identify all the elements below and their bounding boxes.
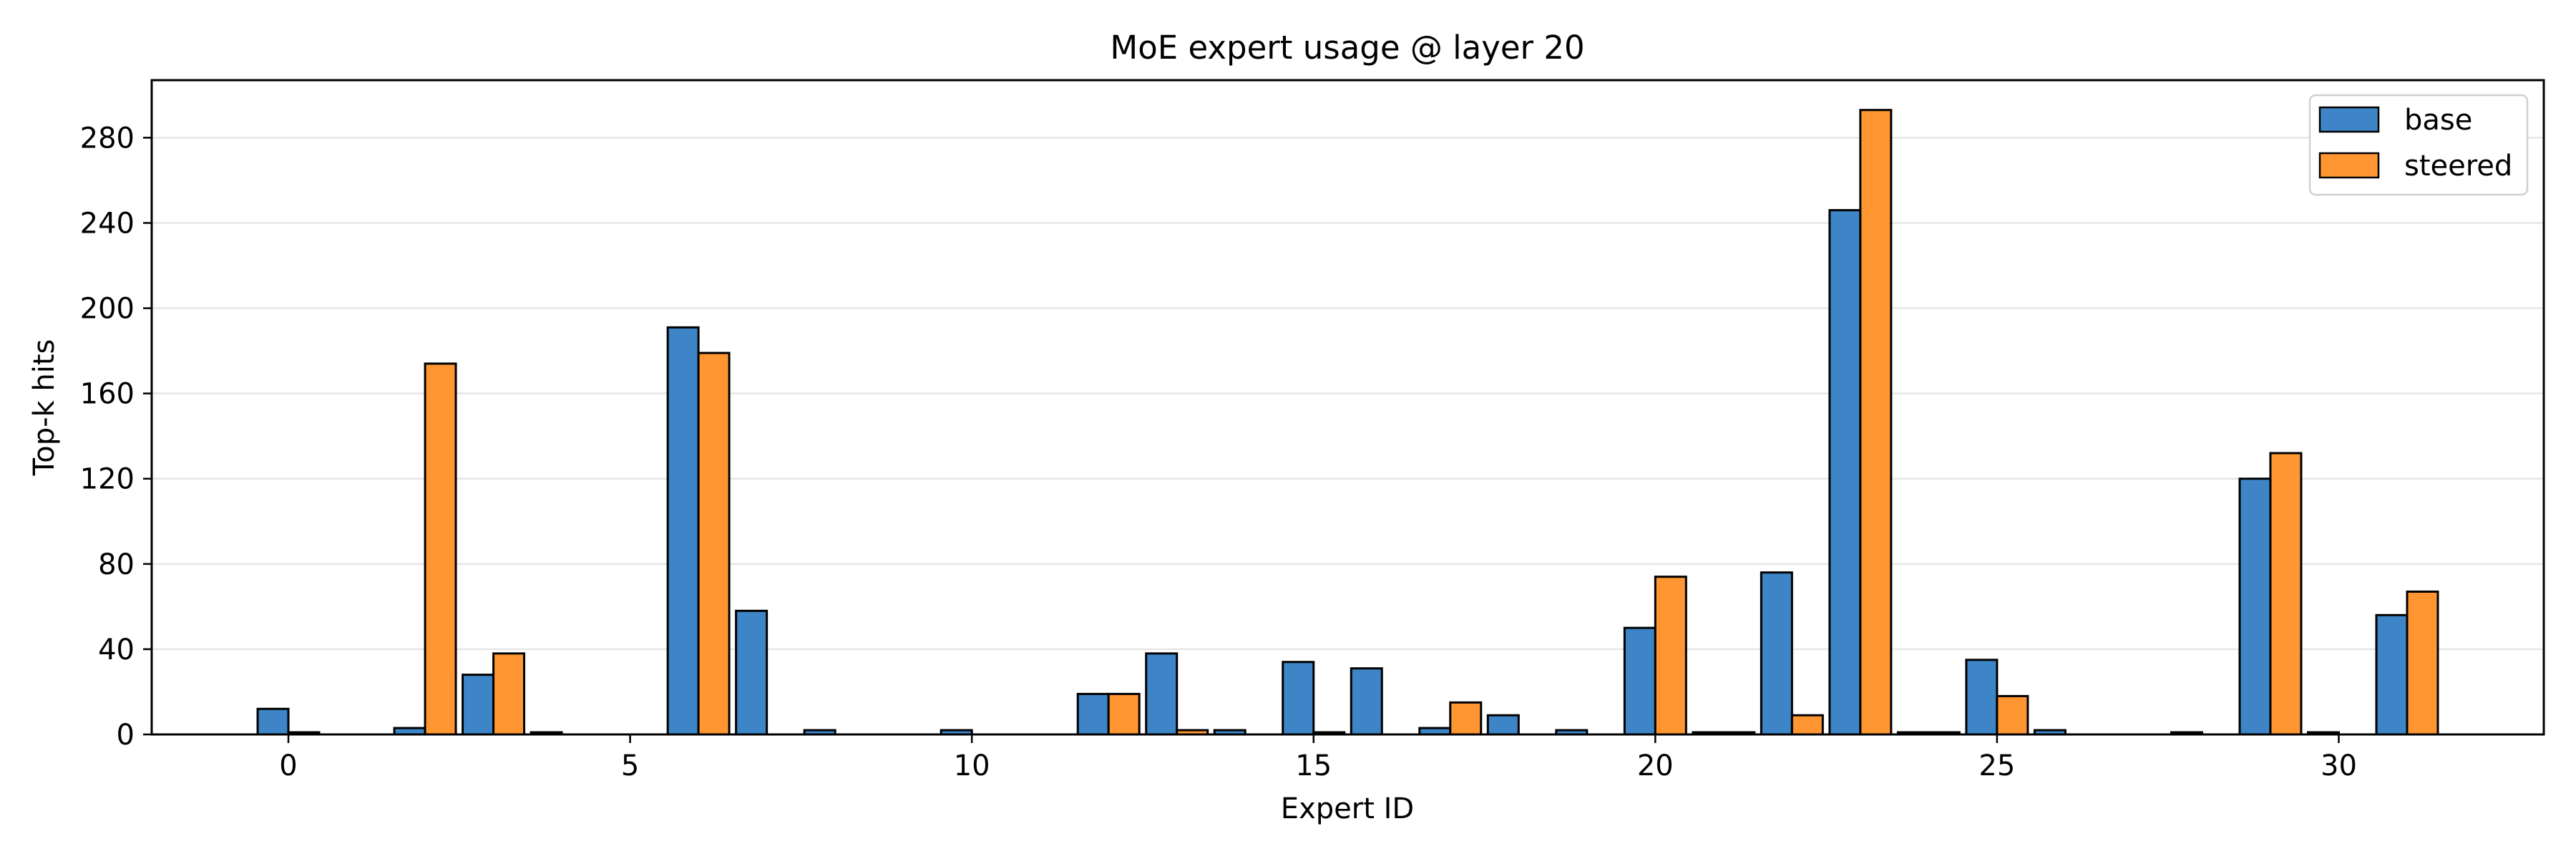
bar-base	[1828, 209, 1862, 736]
y-tick-label: 80	[98, 548, 135, 581]
bar-base	[1282, 661, 1315, 736]
bar-steered	[2406, 591, 2439, 736]
y-tick-label: 0	[117, 719, 135, 752]
bar-steered	[2269, 452, 2303, 736]
bar-base	[2238, 477, 2272, 736]
x-tick-label: 20	[1637, 749, 1674, 782]
plot-area-frame	[150, 79, 2545, 736]
bar-steered	[1449, 701, 1483, 736]
y-tick-label: 160	[80, 378, 135, 411]
y-tick-label: 40	[98, 634, 135, 666]
x-tick-label: 25	[1979, 749, 2015, 782]
bar-base	[1623, 626, 1657, 736]
bar-base	[2375, 613, 2409, 736]
bar-base	[1760, 571, 1793, 736]
bar-base	[462, 674, 495, 736]
bar-steered	[1859, 109, 1893, 736]
bar-base	[1486, 714, 1520, 736]
bar-steered	[1654, 576, 1687, 736]
bar-steered	[492, 652, 526, 736]
y-axis: 0 40 80 120 160 200 240 280	[80, 122, 152, 752]
legend-label-base: base	[2404, 104, 2472, 137]
bar-base	[1965, 659, 1999, 736]
bar-steered	[697, 351, 731, 736]
bar-steered	[424, 362, 457, 736]
bar-base	[666, 326, 700, 736]
bar-base	[735, 609, 769, 736]
x-tick-label: 10	[954, 749, 990, 782]
legend-swatch-steered	[2318, 152, 2380, 179]
y-tick-label: 280	[80, 122, 135, 155]
bar-steered	[1996, 694, 2029, 736]
bar-base	[256, 707, 290, 736]
y-tick-label: 120	[80, 463, 135, 496]
bar-steered	[1790, 714, 1824, 736]
legend-swatch-base	[2318, 106, 2380, 133]
bar-base	[1145, 652, 1179, 736]
legend: base steered	[2308, 94, 2529, 196]
y-tick-label: 200	[80, 293, 135, 326]
y-axis-label: Top-k hits	[28, 339, 61, 477]
chart-title: MoE expert usage @ layer 20	[1110, 29, 1584, 67]
x-tick-label: 30	[2321, 749, 2357, 782]
bar-base	[1350, 667, 1383, 736]
bar-base	[1076, 692, 1110, 736]
bar-steered	[1107, 692, 1141, 736]
x-tick-label: 5	[621, 749, 639, 782]
legend-label-steered: steered	[2404, 150, 2512, 183]
x-axis: 0 5 10 15 20 25 30	[279, 734, 2357, 782]
x-tick-label: 15	[1295, 749, 1332, 782]
y-tick-label: 240	[80, 207, 135, 240]
x-axis-label: Expert ID	[1281, 792, 1414, 825]
x-tick-label: 0	[279, 749, 297, 782]
